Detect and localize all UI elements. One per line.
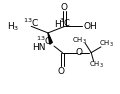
Text: H: H [55, 20, 61, 29]
Text: CH$_3$: CH$_3$ [89, 60, 103, 70]
Text: CH$_3$: CH$_3$ [72, 35, 87, 45]
Text: O: O [76, 48, 83, 57]
Text: O: O [61, 3, 68, 13]
Text: O: O [57, 67, 64, 76]
Text: HN: HN [32, 42, 46, 52]
Text: OH: OH [83, 22, 97, 31]
Text: CH$_3$: CH$_3$ [99, 39, 114, 49]
Text: $^{13}$C: $^{13}$C [23, 17, 40, 29]
Polygon shape [48, 33, 52, 44]
Text: $^3$C: $^3$C [59, 17, 70, 29]
Text: H$_3$: H$_3$ [7, 21, 20, 33]
Text: $^{13}$C: $^{13}$C [36, 35, 52, 47]
